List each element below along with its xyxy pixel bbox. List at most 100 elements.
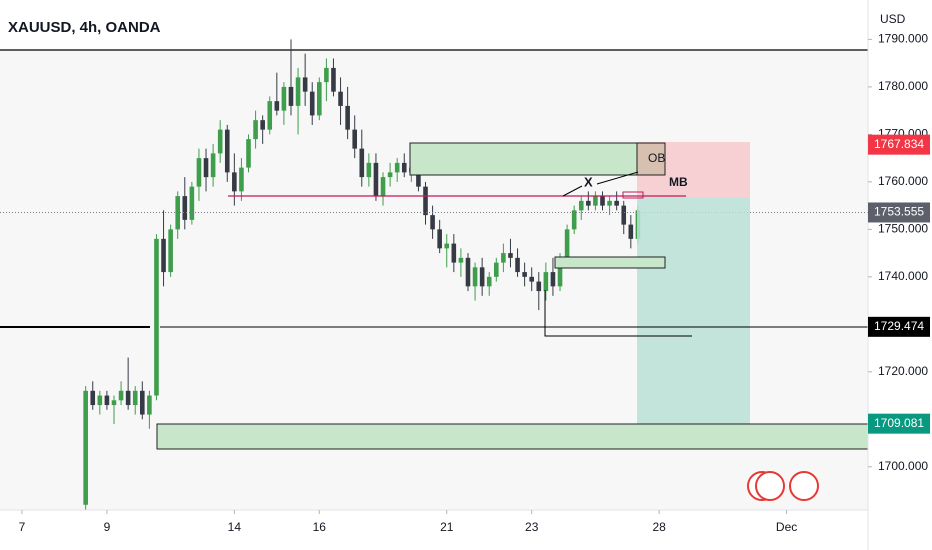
- candle-body: [479, 267, 485, 287]
- candle-body: [571, 210, 577, 230]
- candle-body: [147, 395, 152, 415]
- candle-body: [246, 139, 251, 168]
- candle-body: [366, 162, 372, 178]
- price-label-bg: [868, 316, 930, 337]
- marker: [622, 191, 644, 199]
- trend-line: [596, 171, 639, 185]
- candle-body: [111, 400, 117, 406]
- candle-body: [423, 186, 428, 216]
- candle-body: [550, 272, 556, 287]
- candle-body: [380, 177, 386, 197]
- axis-unit: USD: [880, 12, 906, 26]
- candle-body: [317, 82, 322, 116]
- candle-body: [118, 390, 124, 401]
- candle-body: [224, 129, 230, 173]
- y-tick-label: 1780.000: [878, 79, 928, 93]
- price-label: 1729.474: [874, 319, 924, 333]
- candle-body: [437, 229, 442, 249]
- x-tick-label: 9: [104, 520, 111, 534]
- candle-body: [210, 153, 216, 178]
- plot-top: [0, 0, 868, 50]
- x-tick-label: 16: [313, 520, 327, 534]
- candle-body: [401, 162, 407, 173]
- candle-body: [132, 390, 138, 406]
- candle-body: [600, 196, 605, 206]
- price-label-bg: [868, 134, 930, 155]
- candle-body: [458, 257, 464, 263]
- candle-body: [451, 243, 457, 263]
- candle-body: [607, 200, 612, 206]
- candle-body: [125, 390, 131, 406]
- y-tick-label: 1750.000: [878, 222, 928, 236]
- annotation: MB: [669, 175, 688, 189]
- candle-body: [394, 162, 400, 173]
- event-icon: [789, 471, 819, 501]
- candle-body: [543, 272, 549, 292]
- candle-body: [486, 276, 492, 287]
- candle-body: [161, 238, 166, 273]
- x-tick-label: 14: [228, 520, 242, 534]
- candle-body: [578, 200, 584, 211]
- candle-body: [232, 172, 237, 192]
- event-icons: [747, 471, 819, 501]
- candle-body: [267, 101, 273, 130]
- candle-body: [359, 148, 365, 178]
- candle-body: [331, 67, 336, 92]
- demand-zone: [156, 423, 869, 450]
- x-axis-panel: [0, 510, 868, 550]
- x-tick-label: 28: [652, 520, 666, 534]
- candle-body: [472, 267, 478, 287]
- candle-body: [564, 229, 570, 258]
- candle-body: [288, 86, 294, 106]
- candle-body: [586, 200, 591, 206]
- candle-body: [309, 91, 315, 116]
- x-tick-label: 21: [440, 520, 454, 534]
- candle-body: [430, 215, 435, 230]
- candle-body: [140, 390, 145, 415]
- candle-body: [324, 67, 329, 83]
- candle-body: [274, 101, 280, 111]
- annotation: OB: [648, 151, 665, 165]
- candle-body: [352, 129, 358, 149]
- candle-body: [217, 129, 223, 154]
- candle-body: [154, 238, 159, 396]
- x-tick-label: Dec: [776, 520, 797, 534]
- candle-body: [182, 196, 188, 220]
- candle-body: [529, 276, 535, 282]
- candle-body: [196, 158, 202, 187]
- candle-body: [416, 167, 421, 187]
- candle-body: [501, 253, 506, 263]
- x-tick-label: 7: [19, 520, 26, 534]
- candle-body: [338, 91, 343, 106]
- y-axis-panel: [868, 0, 932, 550]
- chart-title: XAUUSD, 4h, OANDA: [8, 19, 161, 36]
- candle-body: [536, 281, 542, 292]
- candle-body: [373, 162, 379, 197]
- candle-body: [83, 390, 88, 505]
- price-label: 1753.555: [874, 205, 924, 219]
- price-label-bg: [868, 413, 930, 434]
- candle-body: [189, 186, 195, 220]
- candle-body: [253, 120, 258, 140]
- zone: [554, 256, 666, 269]
- trend-line: [562, 185, 583, 197]
- candle-body: [628, 224, 634, 239]
- candle-body: [515, 257, 520, 273]
- candle-body: [260, 120, 265, 130]
- candle-body: [621, 205, 627, 225]
- candle-body: [494, 262, 499, 277]
- candle-body: [104, 395, 110, 406]
- candle-body: [239, 167, 244, 192]
- y-tick-label: 1790.000: [878, 32, 928, 46]
- candle-body: [97, 395, 103, 406]
- ob-box: [636, 142, 666, 176]
- candle-body: [387, 172, 393, 178]
- y-tick-label: 1760.000: [878, 174, 928, 188]
- y-tick-label: 1700.000: [878, 459, 928, 473]
- candle-body: [444, 243, 450, 249]
- price-label-bg: [868, 202, 930, 223]
- candle-body: [522, 272, 527, 277]
- candle-body: [295, 77, 301, 106]
- y-tick-label: 1740.000: [878, 269, 928, 283]
